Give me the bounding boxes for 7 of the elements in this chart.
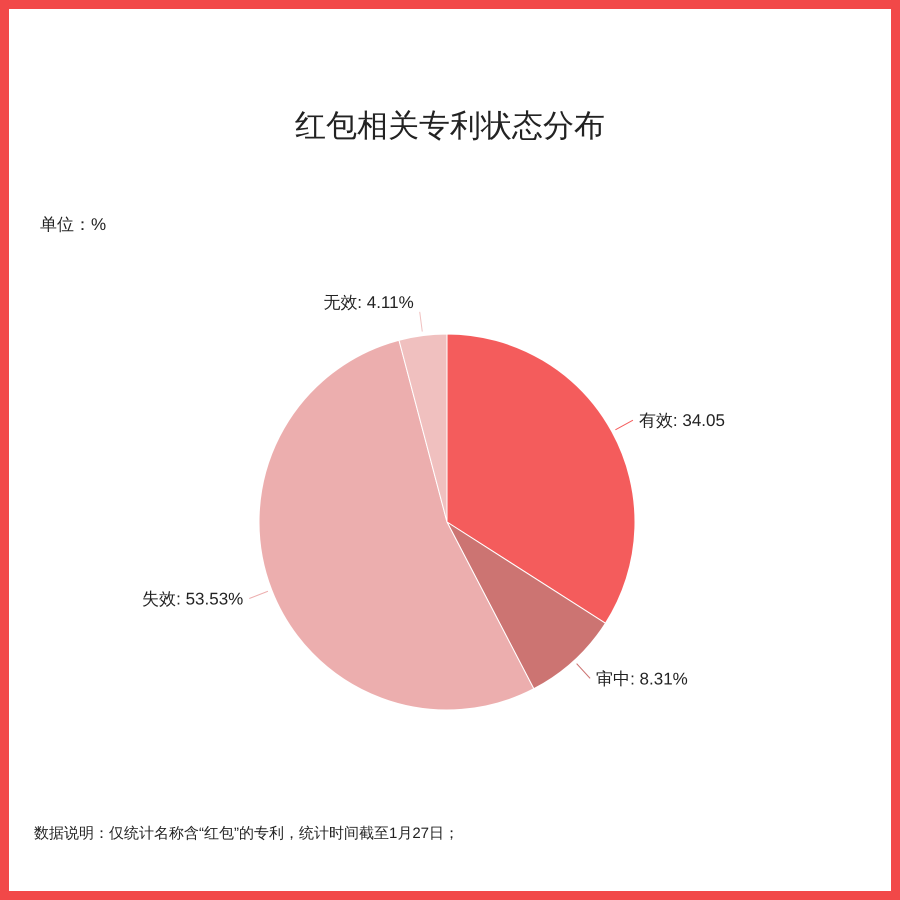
text: 数据说明：仅统计名称含“红包”的专利，统计时间截至1月27日；	[34, 825, 460, 842]
slice-label: 有效: 34.05	[638, 411, 725, 430]
slice-label: 失效: 53.53%	[142, 589, 244, 608]
slice-label: 无效: 4.11%	[323, 292, 414, 312]
slice-label: 审中: 8.31%	[596, 669, 688, 688]
text: 单位：%	[40, 215, 106, 234]
chart-title: 红包相关专利状态分布	[295, 108, 605, 143]
